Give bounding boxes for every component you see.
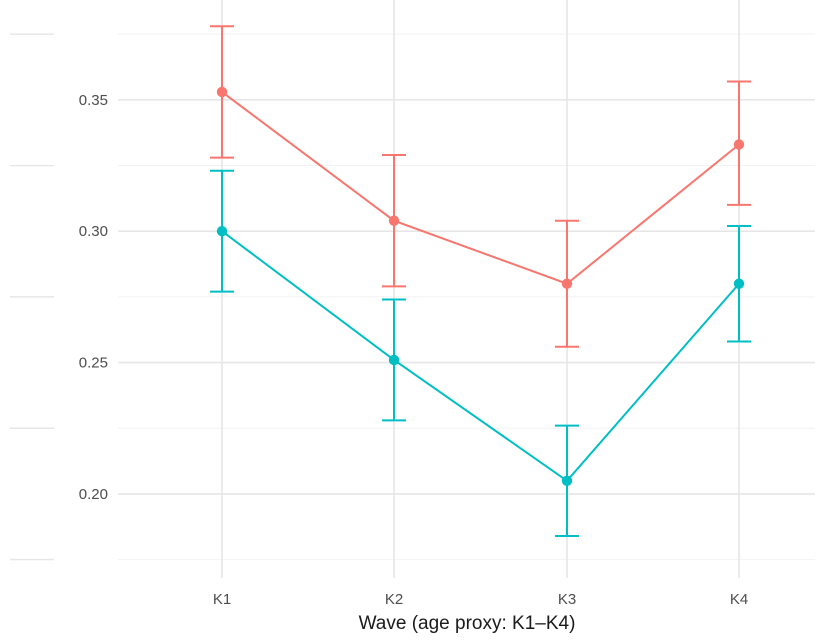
y-tick-label: 0.20 — [79, 486, 108, 503]
data-point-1-k1 — [216, 86, 228, 98]
data-point-1-k3 — [561, 278, 573, 289]
x-tick-label: K3 — [558, 591, 576, 608]
x-tick-label: K1 — [213, 591, 231, 608]
data-point-2-k2 — [388, 354, 400, 366]
data-point-1-k4 — [733, 139, 745, 150]
grid-layer — [10, 0, 815, 578]
data-point-2-k3 — [561, 475, 573, 486]
data-point-layer — [216, 86, 745, 486]
y-tick-label: 0.30 — [79, 223, 108, 240]
series-line-2 — [221, 230, 740, 483]
y-tick-label: 0.35 — [79, 92, 108, 109]
data-point-2-k1 — [216, 226, 228, 237]
series-line-layer — [221, 91, 740, 483]
data-point-2-k4 — [733, 278, 745, 289]
series-line-1 — [221, 91, 740, 285]
x-tick-label: K4 — [730, 591, 748, 608]
x-tick-label: K2 — [385, 591, 403, 608]
y-tick-label: 0.25 — [79, 355, 108, 372]
data-point-1-k2 — [388, 215, 400, 226]
error-bar-layer — [210, 25, 751, 537]
axis-label-layer: 0.20 0.25 0.30 0.35 K1 K2 K3 K4 — [79, 92, 748, 608]
x-axis-title: Wave (age proxy: K1–K4) — [359, 613, 576, 634]
